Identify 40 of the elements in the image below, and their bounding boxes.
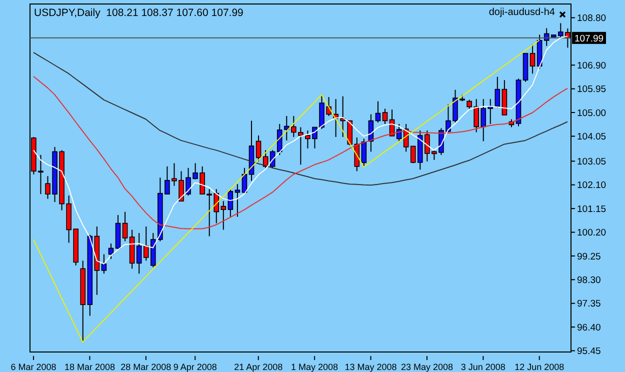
x-tick-label: 28 Mar 2008 (120, 362, 172, 372)
candlestick (375, 100, 381, 123)
x-tick-label: 18 Mar 2008 (64, 362, 115, 372)
candlestick (530, 44, 536, 74)
x-tick-label: 13 May 2008 (344, 362, 397, 372)
candlestick (382, 108, 388, 124)
annotation: doji-audusd-h4 (488, 7, 555, 18)
x-tick-label: 12 Jun 2008 (514, 362, 564, 372)
y-tick-label: 105.00 (577, 108, 606, 119)
y-tick-label: 104.05 (577, 132, 606, 143)
y-tick-label: 95.45 (577, 346, 601, 358)
x-tick-label: 3 Jun 2008 (460, 362, 506, 372)
candlestick (256, 134, 262, 162)
y-tick-label: 102.10 (577, 180, 606, 192)
x-tick-label: 21 Apr 2008 (234, 362, 283, 372)
y-tick-label: 108.80 (577, 13, 606, 24)
candlestick (101, 254, 107, 274)
y-tick-label: 98.30 (577, 275, 601, 286)
y-tick-label: 105.95 (577, 84, 606, 96)
y-tick-label: 96.40 (577, 322, 601, 334)
line-series (33, 52, 568, 186)
x-tick-label: 1 May 2008 (291, 362, 338, 372)
y-tick-label: 97.35 (577, 298, 601, 310)
x-tick-label: 23 May 2008 (400, 362, 453, 372)
candlestick (220, 200, 226, 230)
y-tick-label: 103.05 (577, 156, 606, 168)
candlestick (136, 232, 142, 274)
y-tick-label: 100.20 (577, 228, 606, 239)
line-series (33, 76, 568, 230)
ref-line-label: 107.99 (574, 33, 604, 44)
candlestick (494, 76, 500, 108)
x-tick-label: 6 Mar 2008 (10, 362, 56, 372)
y-tick-label: 106.90 (577, 60, 606, 72)
candlestick (234, 184, 240, 218)
x-tick-label: 9 Apr 2008 (173, 362, 217, 372)
candlestick (122, 211, 128, 242)
chart-title: USDJPY,Daily 108.21 108.37 107.60 107.99 (34, 7, 244, 19)
y-tick-label: 101.15 (577, 204, 606, 215)
y-tick-label: 99.25 (577, 251, 601, 262)
candlestick (361, 138, 367, 167)
